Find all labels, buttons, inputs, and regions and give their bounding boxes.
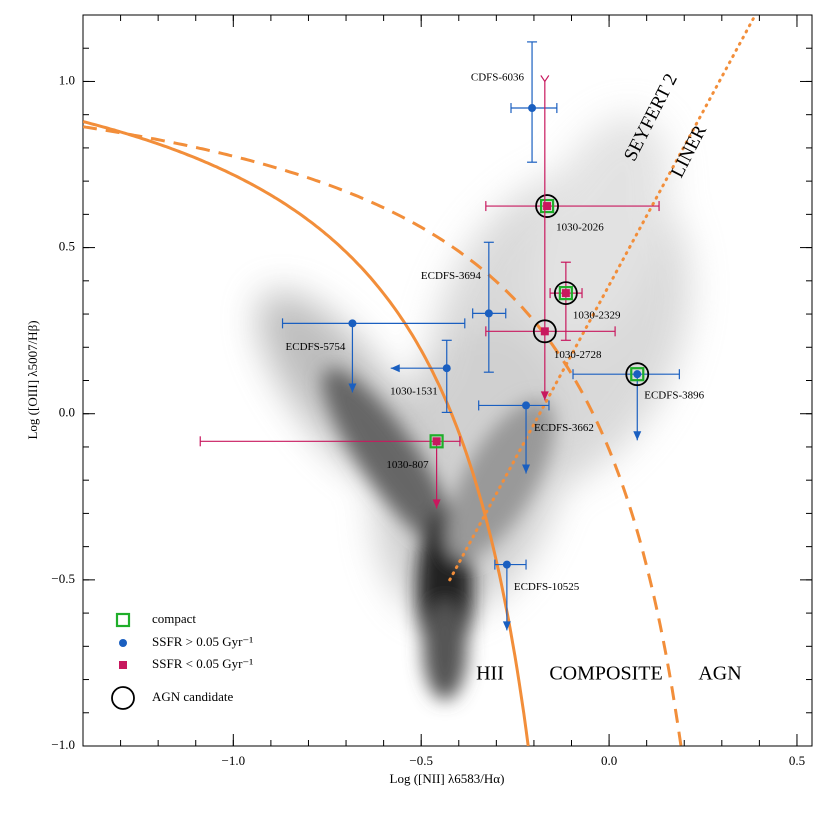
- legend-label: SSFR > 0.05 Gyr⁻¹: [152, 634, 253, 649]
- data-point: [485, 75, 616, 401]
- x-tick-label: −0.5: [409, 753, 433, 768]
- legend-compact-symbol: [115, 612, 131, 628]
- x-axis-label: Log ([NII] λ6583/Hα): [390, 771, 505, 786]
- data-point: [572, 362, 680, 441]
- limit-arrowhead: [348, 383, 357, 393]
- point: [432, 437, 441, 446]
- point-label: ECDFS-3896: [644, 390, 704, 402]
- data-point: [199, 434, 461, 509]
- limit-arrowhead: [432, 499, 441, 509]
- limit-arrowhead: [540, 391, 549, 401]
- data-point: [390, 339, 452, 413]
- point: [348, 319, 357, 328]
- x-tick-label: 0.5: [789, 753, 805, 768]
- data-point: [494, 559, 527, 631]
- data-point: [478, 400, 550, 474]
- compact-marker: [558, 286, 573, 301]
- legend-agn-symbol: [111, 686, 135, 710]
- data-point: [510, 41, 558, 163]
- legend-label: SSFR < 0.05 Gyr⁻¹: [152, 656, 253, 671]
- region-label: COMPOSITE: [549, 663, 662, 685]
- y-tick-label: −1.0: [51, 737, 75, 752]
- data-point: [281, 318, 466, 393]
- compact-marker: [539, 198, 555, 214]
- agn-marker: [535, 194, 559, 218]
- legend-label: compact: [152, 611, 196, 626]
- point-label: ECDFS-10525: [514, 581, 580, 593]
- limit-arrowhead: [502, 621, 511, 631]
- point: [484, 309, 493, 318]
- y-tick-label: −0.5: [51, 571, 75, 586]
- agn-marker: [625, 362, 650, 387]
- point-label: ECDFS-3662: [534, 422, 594, 434]
- x-tick-label: −1.0: [222, 753, 246, 768]
- point-label: 1030-807: [386, 459, 429, 471]
- point-label: 1030-1531: [390, 386, 438, 398]
- point-label: ECDFS-5754: [286, 341, 346, 353]
- data-point: [472, 241, 507, 373]
- point-label: CDFS-6036: [471, 72, 525, 84]
- y-tick-label: 0.0: [59, 405, 75, 420]
- limit-arrowhead: [633, 431, 642, 441]
- limit-arrowhead: [522, 464, 531, 474]
- point-label: 1030-2026: [556, 222, 604, 234]
- data-point: [549, 261, 583, 341]
- region-label: HII: [476, 663, 504, 685]
- point: [522, 401, 531, 410]
- point: [543, 202, 552, 211]
- region-label: AGN: [698, 663, 741, 685]
- y-axis-label: Log ([OIII] λ5007/Hβ): [25, 320, 40, 439]
- compact-marker: [630, 367, 645, 382]
- point-label: 1030-2329: [573, 310, 621, 322]
- y-tick-label: 1.0: [59, 72, 75, 87]
- point: [561, 289, 570, 298]
- agn-marker: [553, 281, 578, 306]
- point: [528, 104, 537, 113]
- point-label: ECDFS-3694: [421, 270, 481, 282]
- demarcation-curve: [83, 125, 683, 746]
- limit-arrowhead: [390, 364, 400, 373]
- point: [633, 370, 642, 379]
- legend-symbol: [119, 661, 127, 669]
- seyfert-liner-line: [448, 15, 757, 582]
- legend-label: AGN candidate: [152, 689, 233, 704]
- divider-label: LINER: [667, 122, 711, 182]
- y-tick-label: 0.5: [59, 239, 75, 254]
- compact-marker: [429, 434, 444, 449]
- demarcation-curve: [83, 120, 530, 746]
- curve-layer: [83, 15, 757, 746]
- point: [502, 560, 511, 569]
- error-cap: [540, 75, 550, 83]
- point: [540, 327, 549, 336]
- legend-symbol: [119, 639, 127, 647]
- agn-marker: [532, 319, 557, 344]
- x-tick-label: 0.0: [601, 753, 617, 768]
- data-point: [485, 194, 660, 218]
- point: [442, 364, 451, 373]
- point-label: 1030-2728: [554, 349, 602, 361]
